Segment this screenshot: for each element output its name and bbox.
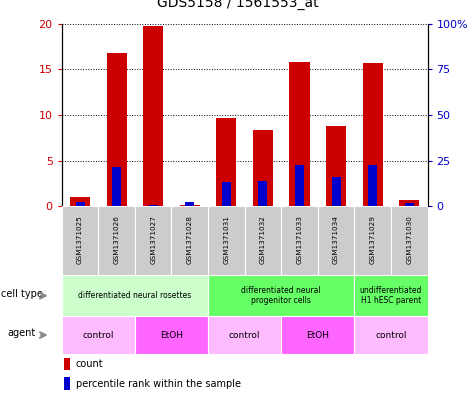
Text: undifferentiated
H1 hESC parent: undifferentiated H1 hESC parent xyxy=(360,286,422,305)
Bar xyxy=(222,182,231,206)
Bar xyxy=(135,316,208,354)
Bar xyxy=(281,316,354,354)
Bar xyxy=(112,167,121,206)
Bar xyxy=(216,118,237,206)
Bar xyxy=(76,202,85,206)
Bar xyxy=(98,206,135,275)
Bar xyxy=(106,53,127,206)
Bar xyxy=(326,126,346,206)
Bar xyxy=(135,206,171,275)
Bar xyxy=(143,26,163,206)
Bar xyxy=(62,206,98,275)
Text: control: control xyxy=(375,331,407,340)
Bar xyxy=(64,358,70,370)
Text: EtOH: EtOH xyxy=(160,331,183,340)
Text: GSM1371029: GSM1371029 xyxy=(370,215,376,264)
Text: differentiated neural
progenitor cells: differentiated neural progenitor cells xyxy=(241,286,321,305)
Bar xyxy=(185,202,194,206)
Bar xyxy=(171,206,208,275)
Bar xyxy=(62,316,135,354)
Bar xyxy=(399,200,419,206)
Bar xyxy=(354,275,428,316)
Text: GSM1371030: GSM1371030 xyxy=(406,215,412,264)
Bar xyxy=(295,165,304,206)
Bar xyxy=(208,275,354,316)
Text: GSM1371025: GSM1371025 xyxy=(77,215,83,264)
Bar xyxy=(208,206,245,275)
Bar xyxy=(64,377,70,390)
Bar xyxy=(245,206,281,275)
Text: GSM1371027: GSM1371027 xyxy=(150,215,156,264)
Text: percentile rank within the sample: percentile rank within the sample xyxy=(76,378,241,389)
Bar xyxy=(281,206,318,275)
Text: GSM1371032: GSM1371032 xyxy=(260,215,266,264)
Bar xyxy=(208,316,281,354)
Bar xyxy=(70,197,90,206)
Bar xyxy=(289,62,310,206)
Text: differentiated neural rosettes: differentiated neural rosettes xyxy=(78,291,191,300)
Bar xyxy=(258,181,267,206)
Text: control: control xyxy=(229,331,260,340)
Text: agent: agent xyxy=(8,328,36,338)
Bar xyxy=(332,177,341,206)
Text: count: count xyxy=(76,359,104,369)
Bar xyxy=(62,275,208,316)
Text: GSM1371031: GSM1371031 xyxy=(223,215,229,264)
Text: GDS5158 / 1561553_at: GDS5158 / 1561553_at xyxy=(157,0,318,10)
Text: GSM1371033: GSM1371033 xyxy=(296,215,303,264)
Text: GSM1371034: GSM1371034 xyxy=(333,215,339,264)
Bar xyxy=(391,206,428,275)
Bar xyxy=(405,203,414,206)
Text: cell type: cell type xyxy=(0,289,43,299)
Bar xyxy=(318,206,354,275)
Bar xyxy=(354,206,391,275)
Bar xyxy=(362,63,383,206)
Text: GSM1371026: GSM1371026 xyxy=(114,215,120,264)
Bar xyxy=(368,165,377,206)
Text: control: control xyxy=(83,331,114,340)
Bar xyxy=(253,130,273,206)
Text: GSM1371028: GSM1371028 xyxy=(187,215,193,264)
Text: EtOH: EtOH xyxy=(306,331,329,340)
Bar xyxy=(354,316,428,354)
